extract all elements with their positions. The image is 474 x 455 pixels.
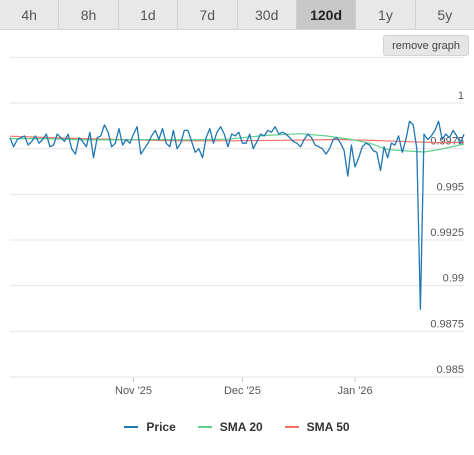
legend-item-price[interactable]: Price [124, 420, 176, 434]
tab-5y[interactable]: 5y [437, 6, 453, 23]
y-tick-label: 1 [458, 90, 464, 102]
y-tick-label: 0.9875 [430, 318, 464, 330]
legend-swatch-sma50 [284, 426, 299, 428]
legend-swatch-price [124, 426, 139, 428]
legend-item-sma50[interactable]: SMA 50 [284, 420, 350, 434]
price-chart: 1 0.9975 0.995 0.9925 0.99 0.9875 0.985 Nov '2… [9, 56, 465, 397]
series-line-price [9, 120, 465, 311]
x-tick-label: Dec '25 [224, 385, 261, 397]
tab-8h[interactable]: 8h [59, 0, 119, 29]
series-lines [9, 120, 465, 311]
series-line-sma50 [9, 135, 465, 144]
legend-swatch-sma20 [197, 426, 212, 428]
timeframe-tabs: 4h 8h 1d 7d 30d 120d 1y 5y [0, 0, 474, 30]
y-tick-label: 0.99 [443, 273, 464, 285]
tab-1y[interactable]: 1y [356, 0, 416, 29]
y-axis-labels: 1 0.9975 0.995 0.9925 0.99 0.9875 0.985 [430, 90, 464, 376]
tab-7d[interactable]: 7d [178, 0, 238, 29]
legend: Price SMA 20 SMA 50 [0, 420, 474, 434]
y-tick-label: 0.995 [436, 181, 464, 193]
y-tick-label: 0.985 [436, 364, 464, 376]
legend-label-sma50: SMA 50 [306, 420, 350, 434]
tab-4h[interactable]: 4h [0, 0, 60, 29]
y-tick-label: 0.9925 [430, 227, 464, 239]
series-line-sma20 [10, 133, 465, 153]
legend-label-price: Price [146, 420, 176, 434]
x-tick-label: Nov '25 [115, 385, 152, 397]
x-tick-label: Jan '26 [337, 385, 372, 397]
legend-label-sma20: SMA 20 [219, 420, 263, 434]
y-tick-label: 0.9975 [430, 136, 464, 148]
legend-item-sma20[interactable]: SMA 20 [197, 420, 263, 434]
tab-30d[interactable]: 30d [238, 0, 297, 29]
grid [10, 56, 464, 378]
tab-120d[interactable]: 120d [296, 0, 357, 29]
x-axis-labels: Nov '25 Dec '25 Jan '26 [115, 377, 373, 397]
remove-graph-button[interactable]: remove graph [383, 35, 469, 56]
tab-1d[interactable]: 1d [119, 0, 179, 29]
